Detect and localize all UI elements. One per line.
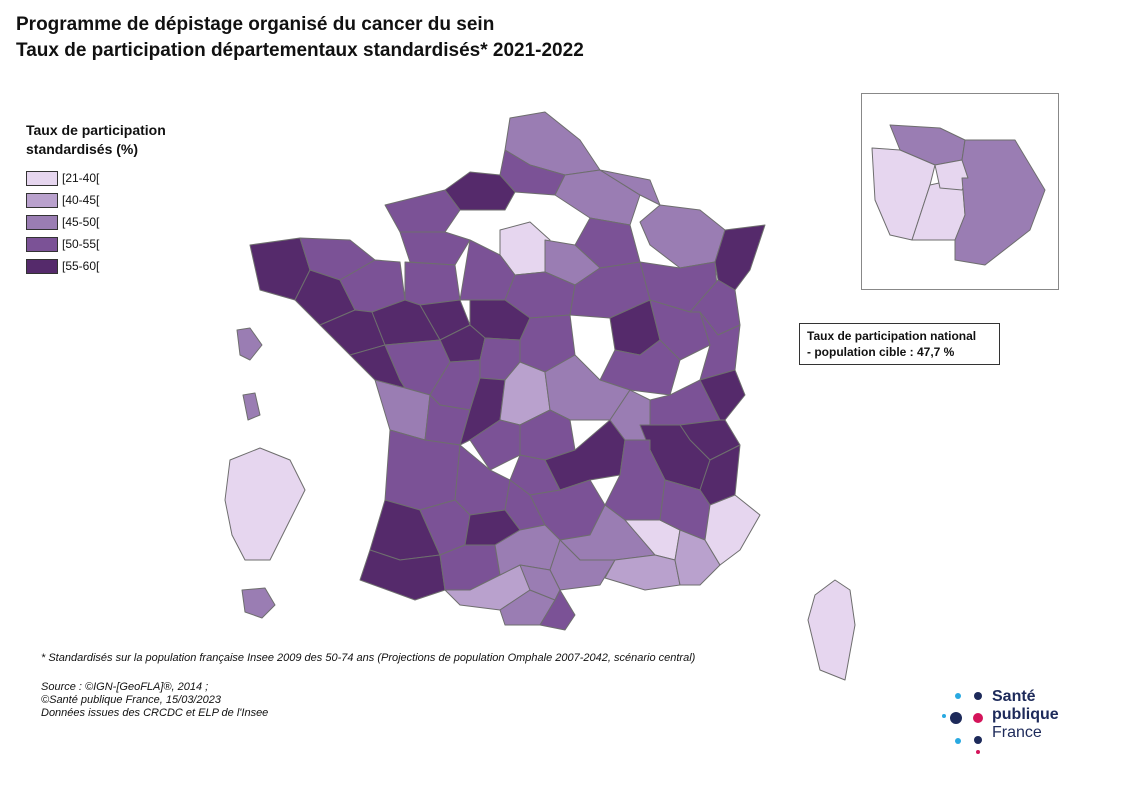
legend-item: [50-55[ — [26, 233, 216, 255]
legend-title: Taux de participation standardisés (%) — [26, 122, 166, 157]
logo-dot — [955, 693, 961, 699]
idf-inset-frame — [861, 93, 1059, 290]
logo-text: Santé publique France — [992, 688, 1059, 742]
title-line-1: Programme de dépistage organisé du cance… — [16, 14, 495, 35]
footnote: * Standardisés sur la population françai… — [41, 652, 696, 664]
map-title: Programme de dépistage organisé du cance… — [16, 12, 584, 64]
logo-dot — [973, 713, 983, 723]
title-line-2: Taux de participation départementaux sta… — [16, 40, 584, 61]
legend-swatch — [26, 258, 58, 274]
region-moselle — [639, 204, 726, 269]
region-orne — [399, 231, 471, 266]
region-ile-2 — [242, 392, 261, 421]
logo-dot — [942, 714, 946, 718]
logo-line-3: France — [992, 724, 1042, 741]
logo-dot — [955, 738, 961, 744]
national-rate-line-2: - population cible : 47,7 % — [807, 345, 955, 359]
legend-label: [45-50[ — [62, 215, 100, 229]
region-calvados — [384, 189, 461, 233]
legend-item: [45-50[ — [26, 211, 216, 233]
source-line-2: ©Santé publique France, 15/03/2023 — [41, 694, 221, 706]
sante-publique-logo: Santé publique France — [940, 686, 1080, 756]
legend-item: [55-60[ — [26, 255, 216, 277]
map-regions-group — [224, 111, 856, 681]
logo-dot — [976, 750, 980, 754]
region-mayenne — [404, 261, 461, 306]
region-bouches-rhone — [604, 554, 681, 591]
region-correze — [469, 419, 521, 471]
legend-label: [50-55[ — [62, 237, 100, 251]
legend-item: [21-40[ — [26, 167, 216, 189]
region-corse — [807, 579, 856, 681]
region-pyrenees-orientales — [539, 589, 576, 631]
legend-label: [55-60[ — [62, 259, 100, 273]
national-rate-box: Taux de participation national - populat… — [799, 323, 1000, 365]
logo-dot — [950, 712, 962, 724]
region-ile-3 — [241, 587, 276, 619]
legend-item: [40-45[ — [26, 189, 216, 211]
source-block: Source : ©IGN-[GeoFLA]®, 2014 ; ©Santé p… — [41, 681, 268, 720]
legend-list: [21-40[ [40-45[ [45-50[ [50-55[ [55-60[ — [26, 167, 216, 277]
region-outre-mer-1 — [224, 447, 306, 561]
legend-swatch — [26, 192, 58, 208]
source-line-3: Données issues des CRCDC et ELP de l'Ins… — [41, 707, 269, 719]
legend-label: [40-45[ — [62, 193, 100, 207]
idf-seine-marne — [954, 139, 1046, 266]
logo-line-1: Santé — [992, 688, 1036, 705]
source-line-1: Source : ©IGN-[GeoFLA]®, 2014 ; — [41, 681, 209, 693]
region-aude — [519, 564, 561, 601]
region-maine-loire — [371, 299, 441, 346]
region-ile-1 — [236, 327, 263, 361]
legend-label: [21-40[ — [62, 171, 100, 185]
logo-dots-icon — [942, 692, 983, 754]
region-haute-savoie — [699, 369, 746, 421]
logo-dot — [974, 692, 982, 700]
logo-line-2: publique — [992, 706, 1059, 723]
logo-dot — [974, 736, 982, 744]
legend-swatch — [26, 214, 58, 230]
idf-inset-group — [871, 124, 1046, 266]
legend-swatch — [26, 170, 58, 186]
legend-swatch — [26, 236, 58, 252]
legend: Taux de participation standardisés (%) [… — [26, 121, 216, 277]
region-alpes-maritimes — [704, 494, 761, 566]
national-rate-line-1: Taux de participation national — [807, 329, 977, 343]
